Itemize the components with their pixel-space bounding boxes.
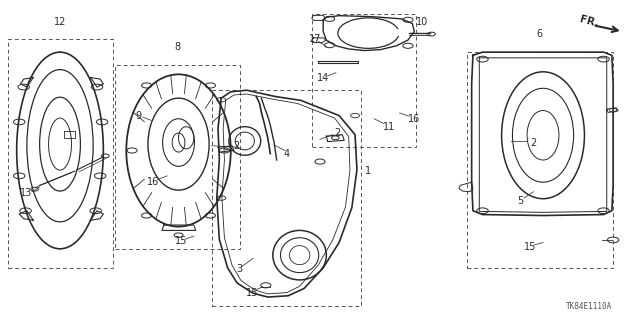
Text: 1: 1 xyxy=(365,166,371,176)
Text: 15: 15 xyxy=(246,288,258,298)
Text: 17: 17 xyxy=(308,35,321,44)
Text: 6: 6 xyxy=(537,29,543,39)
Text: 5: 5 xyxy=(518,196,524,206)
Bar xyxy=(8,39,113,268)
Text: 15: 15 xyxy=(524,242,536,252)
Text: 13: 13 xyxy=(19,188,32,198)
Text: 16: 16 xyxy=(408,114,420,124)
Text: 8: 8 xyxy=(175,42,181,52)
Text: 10: 10 xyxy=(416,17,428,27)
Text: 2: 2 xyxy=(233,141,239,151)
Text: 16: 16 xyxy=(147,177,159,187)
Bar xyxy=(312,14,415,147)
Bar xyxy=(467,52,613,268)
Bar xyxy=(212,90,362,306)
Text: 2: 2 xyxy=(531,138,536,148)
Text: 11: 11 xyxy=(383,122,395,132)
Text: 9: 9 xyxy=(135,111,141,121)
Bar xyxy=(115,65,241,249)
Text: 15: 15 xyxy=(175,236,188,246)
Text: 2: 2 xyxy=(335,128,341,138)
Text: 12: 12 xyxy=(54,17,66,27)
Text: TK84E1110A: TK84E1110A xyxy=(566,302,612,311)
Text: 3: 3 xyxy=(236,264,242,275)
Text: FR.: FR. xyxy=(579,15,600,29)
Text: 4: 4 xyxy=(284,149,290,159)
Text: 14: 14 xyxy=(317,73,330,83)
